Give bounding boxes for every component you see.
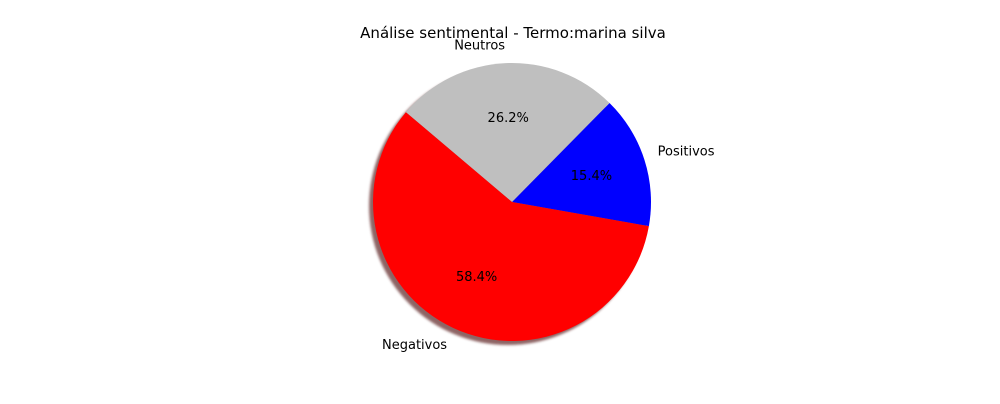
slice-label-neutros: Neutros (454, 38, 505, 53)
slice-pct-neutros: 26.2% (488, 111, 529, 126)
pie-labels: Positivos 15.4% Neutros 26.2% Negativos 58.4% (382, 38, 715, 353)
slice-pct-positivos: 15.4% (571, 169, 612, 184)
slice-pct-negativos: 58.4% (456, 270, 497, 285)
pie-slice-negativos (373, 112, 649, 341)
pie-slice-neutros (405, 63, 610, 202)
chart-title: Análise sentimental - Termo:marina silva (360, 24, 666, 42)
pie-slices (373, 63, 652, 341)
pie-slice-positivos (512, 102, 652, 227)
slice-label-negativos: Negativos (382, 338, 447, 353)
slice-label-positivos: Positivos (658, 144, 715, 159)
